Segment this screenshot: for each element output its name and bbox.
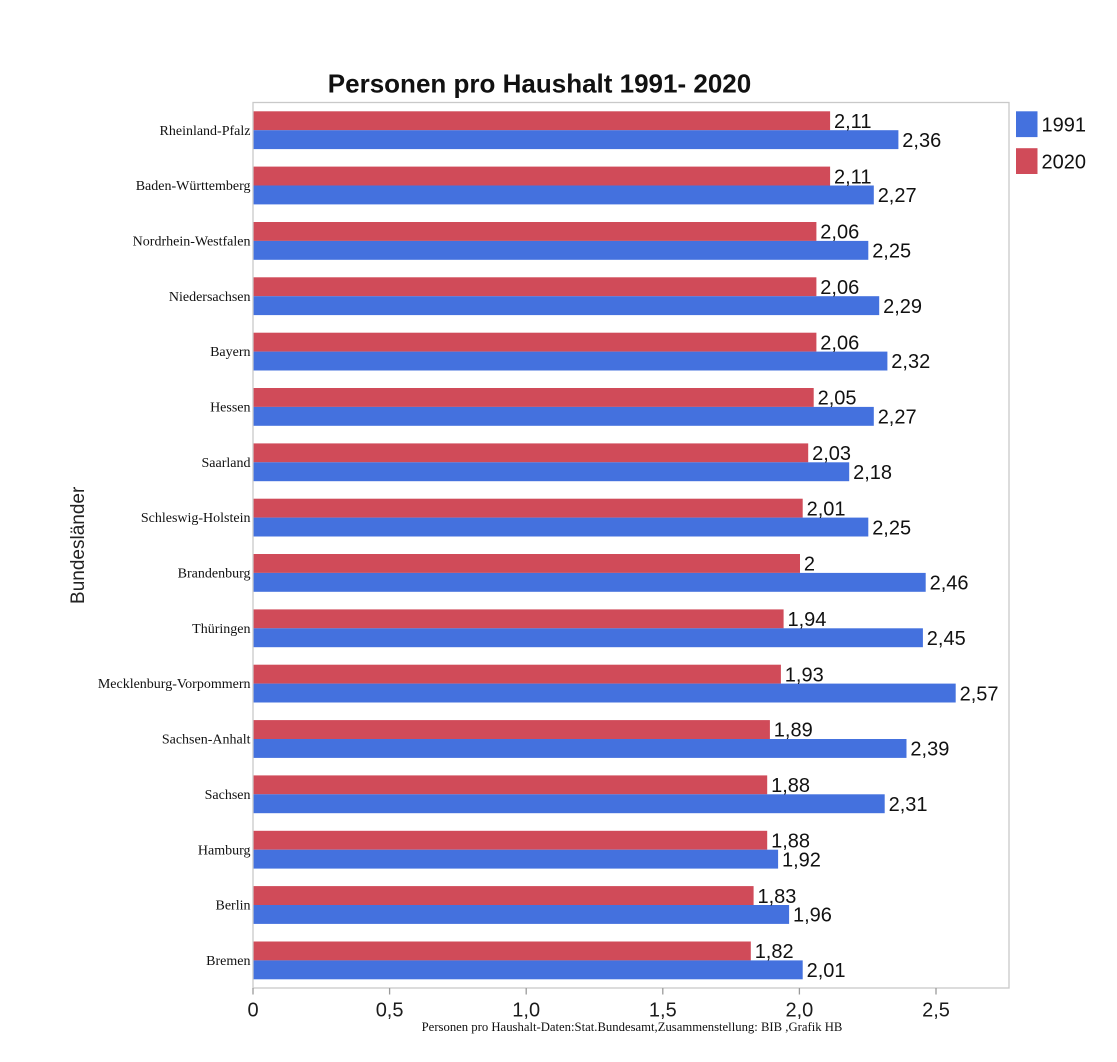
svg-text:Sachsen: Sachsen: [205, 788, 251, 803]
svg-text:Hamburg: Hamburg: [198, 843, 251, 858]
svg-text:Personen pro Haushalt-Daten:St: Personen pro Haushalt-Daten:Stat.Bundesa…: [422, 1020, 843, 1034]
svg-text:Niedersachsen: Niedersachsen: [169, 290, 251, 305]
svg-text:2,27: 2,27: [878, 185, 917, 207]
svg-text:2,01: 2,01: [807, 960, 846, 982]
svg-text:1,96: 1,96: [793, 905, 832, 927]
svg-text:2,06: 2,06: [820, 277, 859, 299]
svg-text:Personen pro Haushalt 1991- 20: Personen pro Haushalt 1991- 2020: [328, 69, 751, 99]
svg-text:2,25: 2,25: [872, 241, 911, 263]
svg-text:1991: 1991: [1042, 115, 1087, 137]
svg-text:Nordrhein-Westfalen: Nordrhein-Westfalen: [133, 235, 251, 250]
svg-text:2,57: 2,57: [960, 683, 999, 705]
svg-text:Bremen: Bremen: [206, 954, 250, 969]
svg-text:2,18: 2,18: [853, 462, 892, 484]
svg-text:1,82: 1,82: [755, 941, 794, 963]
svg-text:1,93: 1,93: [785, 664, 824, 686]
svg-text:1,0: 1,0: [512, 1000, 540, 1022]
svg-text:Berlin: Berlin: [216, 899, 251, 914]
svg-text:2,5: 2,5: [922, 1000, 950, 1022]
svg-text:2,39: 2,39: [910, 739, 949, 761]
svg-text:2,45: 2,45: [927, 628, 966, 650]
svg-text:2,25: 2,25: [872, 517, 911, 539]
svg-text:Rheinland-Pfalz: Rheinland-Pfalz: [160, 124, 251, 139]
svg-text:1,83: 1,83: [758, 886, 797, 908]
svg-text:Mecklenburg-Vorpommern: Mecklenburg-Vorpommern: [98, 677, 251, 692]
svg-text:Schleswig-Holstein: Schleswig-Holstein: [141, 511, 251, 526]
svg-text:0,5: 0,5: [376, 1000, 404, 1022]
svg-text:2020: 2020: [1042, 151, 1087, 173]
svg-text:1,89: 1,89: [774, 720, 813, 742]
svg-text:2,06: 2,06: [820, 222, 859, 244]
svg-text:2,0: 2,0: [785, 1000, 813, 1022]
svg-text:Hessen: Hessen: [210, 401, 250, 416]
svg-text:Baden-Württemberg: Baden-Württemberg: [136, 179, 251, 194]
svg-text:Thüringen: Thüringen: [192, 622, 250, 637]
svg-text:2,11: 2,11: [834, 111, 871, 133]
svg-text:2,05: 2,05: [818, 388, 857, 410]
svg-text:2,01: 2,01: [807, 498, 846, 520]
svg-text:1,5: 1,5: [649, 1000, 677, 1022]
svg-text:Saarland: Saarland: [202, 456, 251, 471]
svg-text:1,92: 1,92: [782, 849, 821, 871]
svg-text:1,88: 1,88: [771, 775, 810, 797]
svg-text:Bundesländer: Bundesländer: [68, 486, 89, 604]
svg-text:1,94: 1,94: [788, 609, 827, 631]
svg-text:2,03: 2,03: [812, 443, 851, 465]
svg-text:Brandenburg: Brandenburg: [178, 567, 251, 582]
svg-text:1,88: 1,88: [771, 830, 810, 852]
svg-text:2,11: 2,11: [834, 166, 871, 188]
svg-text:2,27: 2,27: [878, 407, 917, 429]
svg-text:2,31: 2,31: [889, 794, 928, 816]
svg-text:0: 0: [247, 1000, 258, 1022]
svg-text:2,32: 2,32: [891, 351, 930, 373]
svg-text:Sachsen-Anhalt: Sachsen-Anhalt: [162, 733, 251, 748]
svg-text:2,29: 2,29: [883, 296, 922, 318]
svg-text:2,46: 2,46: [930, 573, 969, 595]
svg-text:2: 2: [804, 554, 815, 576]
svg-text:Bayern: Bayern: [210, 345, 250, 360]
svg-text:2,06: 2,06: [820, 332, 859, 354]
svg-text:2,36: 2,36: [902, 130, 941, 152]
